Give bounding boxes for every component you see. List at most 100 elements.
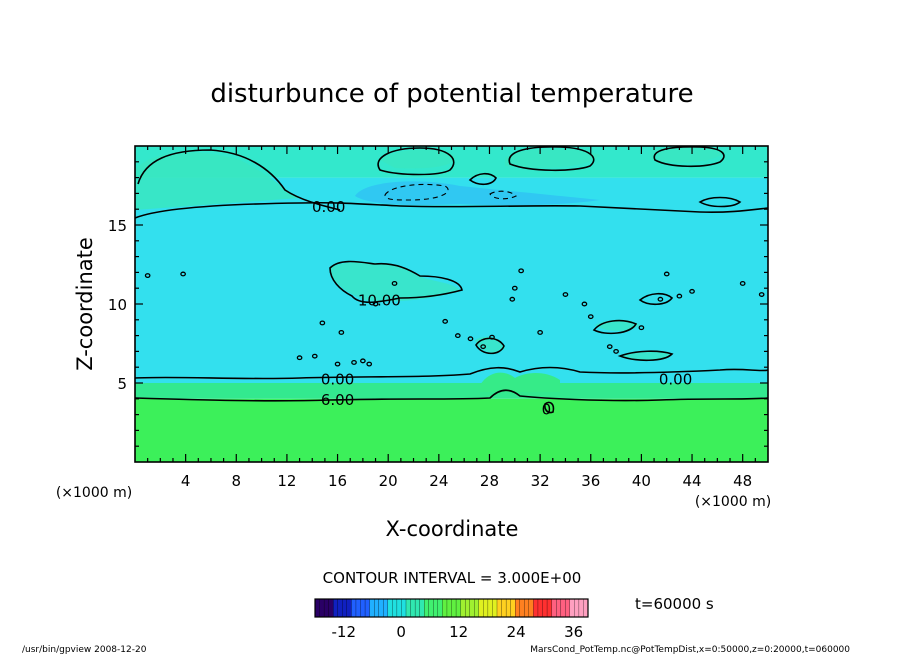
x-axis-label: X-coordinate — [386, 517, 519, 541]
colorbar-cell — [392, 598, 398, 618]
colorbar: -12 0 12 24 36 — [314, 598, 589, 641]
colorbar-cell — [533, 598, 539, 618]
contour-speck — [518, 268, 524, 274]
contour-speck — [351, 360, 357, 365]
colorbar-cell — [460, 598, 466, 618]
contour-mid-1 — [329, 260, 463, 304]
x-tick-label: 44 — [682, 472, 701, 490]
colorbar-cell — [501, 598, 507, 618]
colorbar-cell — [314, 598, 320, 618]
upper-green-patch-4 — [650, 147, 725, 163]
colorbar-tick-label: 0 — [396, 623, 406, 641]
x-unit-left: (×1000 m) — [56, 485, 132, 501]
colorbar-cell — [496, 598, 502, 618]
contour-speck — [467, 336, 474, 342]
contour-speck — [562, 292, 569, 297]
colorbar-cell — [410, 598, 416, 618]
footer-right: MarsCond_PotTemp.nc@PotTempDist,x=0:5000… — [530, 645, 850, 654]
contour-speck — [511, 285, 518, 291]
colorbar-cell — [510, 598, 516, 618]
colorbar-cell — [355, 598, 361, 618]
cold-pocket — [355, 181, 600, 206]
contour-dashed-cold — [384, 183, 449, 201]
contour-speck — [638, 325, 645, 331]
contour-speck — [537, 329, 543, 335]
x-tick-label: 36 — [581, 472, 600, 490]
chart-title: disturbunce of potential temperature — [210, 79, 693, 109]
colorbar-cell — [351, 598, 357, 618]
contour-speck — [606, 344, 613, 350]
isolated-cells — [144, 268, 765, 367]
contour-speck — [366, 361, 373, 367]
colorbar-cell — [474, 598, 480, 618]
contour-lines — [135, 146, 768, 414]
y-axis-label: Z-coordinate — [73, 237, 97, 371]
contour-speck — [480, 344, 486, 350]
colorbar-cell — [424, 598, 430, 618]
contour-speck — [391, 281, 398, 286]
contour-speck — [334, 361, 341, 367]
colorbar-cell — [433, 598, 439, 618]
colorbar-cell — [556, 598, 562, 618]
contour-mid-3 — [592, 319, 638, 335]
mid-patch-3 — [620, 351, 672, 361]
contour-speck — [657, 296, 664, 302]
colorbar-cell — [455, 598, 462, 618]
x-tick-label: 4 — [181, 472, 191, 490]
colorbar-cell — [528, 598, 534, 618]
colorbar-cell — [337, 598, 343, 618]
colorbar-cell — [442, 598, 448, 618]
contour-speck — [296, 355, 303, 361]
x-axis: 4 8 12 16 20 24 28 32 36 40 44 48 — [147, 146, 756, 490]
x-tick-label: 40 — [632, 472, 651, 490]
upper-green-patch — [135, 152, 300, 210]
contour-speck — [613, 348, 619, 354]
colorbar-cell — [419, 598, 425, 618]
colorbar-frame — [314, 598, 589, 618]
x-tick-label: 8 — [232, 472, 242, 490]
colorbar-tick-label: -12 — [331, 623, 356, 641]
colorbar-cell — [364, 598, 371, 618]
contour-label: 0.00 — [659, 370, 692, 388]
contour-upper-zero — [135, 201, 768, 219]
contour-speck — [338, 329, 345, 335]
contour-speck — [689, 288, 695, 294]
contour-label: 10.00 — [358, 291, 401, 309]
time-label: t=60000 s — [635, 595, 714, 613]
contour-speck — [676, 293, 683, 299]
plot-area: 0.00 10.00 0.00 0.00 6.00 0 — [135, 146, 768, 462]
colorbar-cell — [469, 598, 475, 618]
contour-speck — [489, 334, 495, 340]
x-tick-label: 12 — [277, 472, 296, 490]
y-axis: 5 10 15 — [108, 161, 768, 447]
colorbar-cell — [565, 598, 571, 618]
contour-speck — [663, 271, 670, 277]
band-0 — [135, 398, 768, 462]
colorbar-cell — [515, 598, 521, 618]
warm-bump — [480, 372, 560, 392]
upper-green-patch-3 — [505, 148, 600, 168]
x-tick-label: 20 — [379, 472, 398, 490]
colorbar-cell — [387, 598, 393, 618]
contour-top-cell-5 — [698, 196, 742, 208]
contour-top-cell-1 — [377, 147, 455, 176]
contour-label: 0.00 — [321, 370, 354, 388]
contour-speck — [180, 271, 186, 277]
colorbar-cell — [551, 598, 557, 618]
contour-label: 6.00 — [321, 391, 354, 409]
colorbar-cell — [378, 598, 384, 618]
colorbar-cell — [414, 598, 421, 618]
contour-speck — [372, 301, 379, 307]
colorbar-cell — [505, 598, 512, 618]
colorbar-cell — [323, 598, 330, 618]
colorbar-cell — [328, 598, 334, 618]
colorbar-tick-label: 24 — [507, 623, 526, 641]
colorbar-tick-label: 36 — [564, 623, 583, 641]
colorbar-cell — [360, 598, 366, 618]
contour-label: 0 — [542, 400, 552, 418]
y-tick-label: 15 — [108, 217, 127, 235]
colorbar-cell — [542, 598, 548, 618]
upper-green-patch-2 — [380, 149, 456, 169]
colorbar-cell — [401, 598, 407, 618]
